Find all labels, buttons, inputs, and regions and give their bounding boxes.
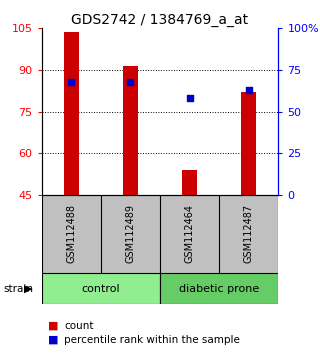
Point <box>187 95 192 101</box>
Bar <box>182 170 197 195</box>
Text: GSM112488: GSM112488 <box>66 204 76 263</box>
Text: strain: strain <box>3 284 33 293</box>
Text: percentile rank within the sample: percentile rank within the sample <box>64 335 240 345</box>
Point <box>246 87 252 93</box>
Title: GDS2742 / 1384769_a_at: GDS2742 / 1384769_a_at <box>71 13 249 27</box>
Bar <box>123 66 138 195</box>
Point <box>69 79 74 84</box>
Text: count: count <box>64 321 93 331</box>
Text: ▶: ▶ <box>24 284 33 293</box>
Text: diabetic prone: diabetic prone <box>179 284 259 293</box>
Text: ■: ■ <box>48 321 59 331</box>
Text: control: control <box>82 284 120 293</box>
Text: GSM112487: GSM112487 <box>244 204 254 263</box>
Text: GSM112464: GSM112464 <box>185 204 195 263</box>
Bar <box>160 273 278 304</box>
Bar <box>64 33 79 195</box>
Bar <box>241 92 256 195</box>
Text: ■: ■ <box>48 335 59 345</box>
Text: GSM112489: GSM112489 <box>125 204 135 263</box>
Bar <box>42 273 160 304</box>
Point <box>128 79 133 84</box>
